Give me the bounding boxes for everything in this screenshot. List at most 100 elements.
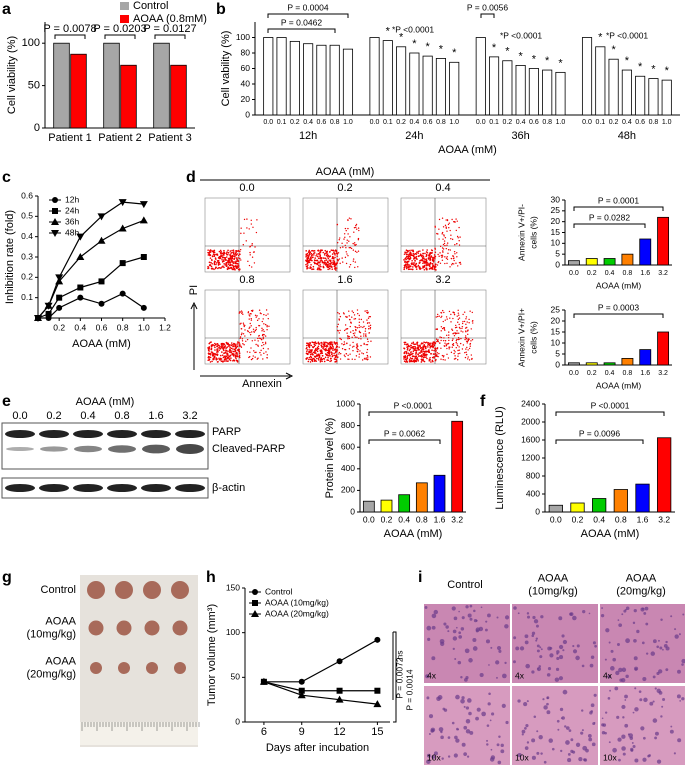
flow-dot	[211, 360, 213, 363]
nucleus	[515, 646, 520, 651]
bracket	[368, 439, 441, 444]
flow-dot	[451, 344, 454, 346]
nucleus	[547, 667, 552, 671]
flow-dot	[345, 315, 347, 318]
flow-dot	[448, 339, 450, 342]
histology-header: Control	[447, 579, 482, 591]
flow-dot	[458, 349, 461, 351]
nucleus	[473, 618, 478, 623]
flow-dot	[450, 321, 452, 323]
x-tick-label: 1.0	[449, 119, 459, 126]
nucleus	[616, 715, 620, 719]
bracket	[154, 34, 186, 39]
nucleus	[447, 736, 451, 739]
flow-dot	[309, 266, 312, 268]
flow-dot	[410, 346, 413, 349]
flow-dot	[330, 341, 332, 343]
nucleus	[496, 616, 499, 619]
nucleus	[546, 702, 549, 706]
flow-dot	[438, 255, 440, 257]
flow-dot	[257, 337, 259, 340]
flow-dot	[367, 322, 369, 324]
flow-dot	[443, 337, 445, 339]
flow-plot	[400, 289, 487, 365]
flow-dot	[262, 337, 265, 340]
flow-dot	[228, 344, 230, 346]
flow-dot	[366, 309, 368, 312]
flow-dot	[336, 224, 338, 226]
flow-dot	[319, 251, 322, 253]
flow-dot	[370, 340, 372, 342]
flow-dot	[234, 344, 237, 347]
nucleus	[525, 724, 529, 728]
nucleus	[570, 738, 574, 742]
flow-dot	[253, 350, 255, 352]
y-tick-label: 0.5	[21, 211, 33, 221]
flow-dot	[217, 343, 219, 346]
flow-dot	[422, 266, 425, 269]
flow-dot	[221, 258, 223, 261]
flow-dot	[448, 310, 451, 313]
flow-dot	[439, 342, 441, 344]
annotation: *P <0.0001	[392, 24, 434, 34]
flow-dot	[249, 312, 251, 315]
flow-dot	[328, 347, 331, 349]
flow-dot	[329, 348, 331, 351]
flow-dot	[442, 358, 444, 361]
bar	[657, 331, 670, 366]
flow-dot	[470, 354, 473, 356]
annotation: P = 0.0014	[404, 669, 414, 710]
nucleus	[464, 648, 470, 654]
legend-label: AOAA (0.8mM)	[133, 13, 207, 25]
flow-dot	[438, 238, 440, 240]
flow-dot	[339, 329, 341, 332]
flow-dot	[353, 244, 356, 246]
flow-dot	[264, 323, 267, 326]
flow-dot	[464, 337, 467, 339]
flow-dot	[218, 346, 220, 349]
y-tick-label: 5	[555, 348, 560, 358]
x-tick-label: 0.4	[605, 370, 615, 377]
flow-dot	[245, 340, 247, 342]
nucleus	[433, 751, 438, 756]
flow-dot	[451, 238, 454, 241]
flow-dot	[457, 321, 459, 323]
flow-dot	[207, 267, 210, 269]
flow-dot	[239, 337, 241, 339]
flow-dot	[414, 359, 417, 362]
flow-dot	[335, 355, 337, 358]
flow-dot	[437, 339, 439, 341]
nucleus	[505, 720, 509, 725]
flow-dot	[226, 260, 229, 262]
nucleus	[677, 669, 681, 674]
magnification: 10x	[515, 752, 529, 762]
flow-dot	[451, 346, 453, 348]
nucleus	[476, 707, 481, 712]
flow-dot	[366, 348, 369, 351]
y-axis-label: cells (%)	[528, 321, 538, 354]
flow-dot	[406, 346, 408, 348]
legend-label: AOAA (20mg/kg)	[265, 608, 329, 618]
flow-dot	[457, 265, 459, 267]
flow-dot	[218, 349, 221, 351]
flow-dot	[327, 356, 329, 359]
flow-dot	[229, 351, 231, 353]
flow-dot	[457, 353, 459, 355]
nucleus	[546, 673, 551, 677]
nucleus	[479, 672, 484, 678]
y-axis-label: Protein level (%)	[324, 418, 336, 499]
flow-dot	[242, 313, 244, 315]
flow-dot	[235, 357, 237, 360]
tumor	[143, 581, 161, 599]
flow-dot	[445, 227, 448, 229]
flow-dot	[458, 317, 461, 319]
nucleus	[496, 743, 500, 747]
bracket	[573, 313, 664, 318]
legend-marker	[251, 610, 259, 617]
flow-dot	[407, 254, 410, 256]
bar	[567, 362, 580, 366]
flow-dot	[349, 246, 352, 249]
flow-dot	[412, 252, 415, 255]
flow-dot	[317, 267, 319, 269]
bar	[608, 58, 619, 116]
